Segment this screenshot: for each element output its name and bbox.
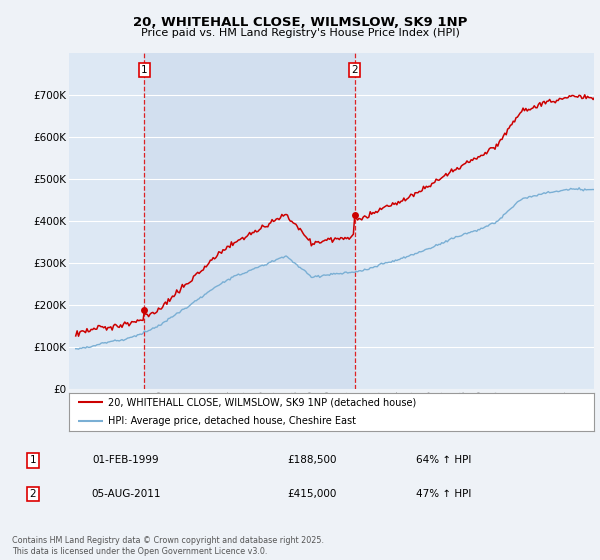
Text: 64% ↑ HPI: 64% ↑ HPI [416,455,472,465]
Text: 20, WHITEHALL CLOSE, WILMSLOW, SK9 1NP (detached house): 20, WHITEHALL CLOSE, WILMSLOW, SK9 1NP (… [109,397,416,407]
Text: 1: 1 [141,65,148,75]
Text: 2: 2 [29,489,37,499]
Text: 47% ↑ HPI: 47% ↑ HPI [416,489,472,499]
Text: 01-FEB-1999: 01-FEB-1999 [92,455,160,465]
Text: HPI: Average price, detached house, Cheshire East: HPI: Average price, detached house, Ches… [109,416,356,426]
Text: Price paid vs. HM Land Registry's House Price Index (HPI): Price paid vs. HM Land Registry's House … [140,28,460,38]
Text: £188,500: £188,500 [287,455,337,465]
Text: 05-AUG-2011: 05-AUG-2011 [91,489,161,499]
Text: £415,000: £415,000 [287,489,337,499]
Text: Contains HM Land Registry data © Crown copyright and database right 2025.
This d: Contains HM Land Registry data © Crown c… [12,536,324,556]
Text: 1: 1 [29,455,37,465]
Bar [145,53,355,389]
Text: 20, WHITEHALL CLOSE, WILMSLOW, SK9 1NP: 20, WHITEHALL CLOSE, WILMSLOW, SK9 1NP [133,16,467,29]
Text: 2: 2 [352,65,358,75]
